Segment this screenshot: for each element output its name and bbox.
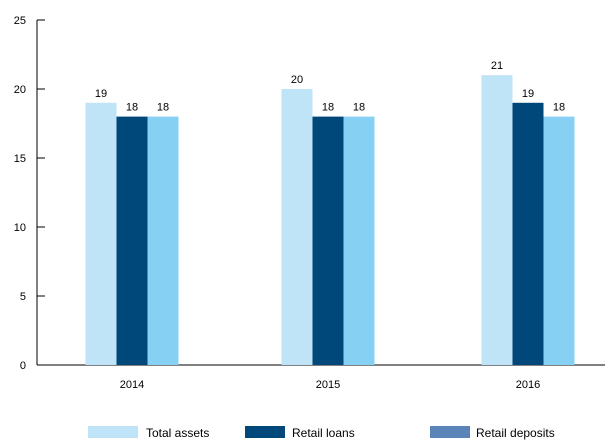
data-label: 19 [522,88,534,100]
data-label: 20 [291,74,303,86]
bars [85,75,575,366]
y-tick-label: 20 [14,84,26,96]
y-tick-label: 25 [14,15,26,27]
legend-item-retail-deposits: Retail deposits [430,426,555,440]
legend-swatch [245,426,285,438]
y-axis: 0 5 10 15 20 25 [14,15,45,372]
legend: Total assets Retail loans Retail deposits [88,426,555,440]
x-tick-label: 2014 [120,379,144,391]
bar-retail-deposits-2014 [147,116,179,365]
bar-retail-loans-2014 [116,116,148,365]
y-tick-label: 0 [20,360,26,372]
legend-swatch [430,426,470,438]
data-labels: 19 18 18 20 18 18 21 19 18 [95,60,565,113]
legend-item-retail-loans: Retail loans [245,426,355,440]
data-label: 21 [491,60,503,72]
legend-item-total-assets: Total assets [88,426,209,440]
y-tick-label: 5 [20,291,26,303]
data-label: 18 [353,102,365,114]
data-label: 18 [322,102,334,114]
bar-total-assets-2015 [281,89,313,365]
data-label: 19 [95,88,107,100]
bar-retail-loans-2016 [512,102,544,366]
legend-swatch [88,426,138,438]
y-tick-label: 10 [14,222,26,234]
legend-label: Retail deposits [476,426,555,440]
x-tick-label: 2015 [316,379,340,391]
bar-total-assets-2016 [481,75,513,365]
bar-retail-deposits-2016 [543,116,575,365]
bar-retail-deposits-2015 [343,116,375,365]
y-tick-label: 15 [14,153,26,165]
bar-total-assets-2014 [85,102,117,366]
x-tick-label: 2016 [516,379,540,391]
bar-retail-loans-2015 [312,116,344,365]
x-axis: 2014 2015 2016 [37,364,605,391]
legend-label: Retail loans [292,426,355,440]
data-label: 18 [553,102,565,114]
data-label: 18 [157,102,169,114]
data-label: 18 [126,102,138,114]
legend-label: Total assets [146,426,209,440]
